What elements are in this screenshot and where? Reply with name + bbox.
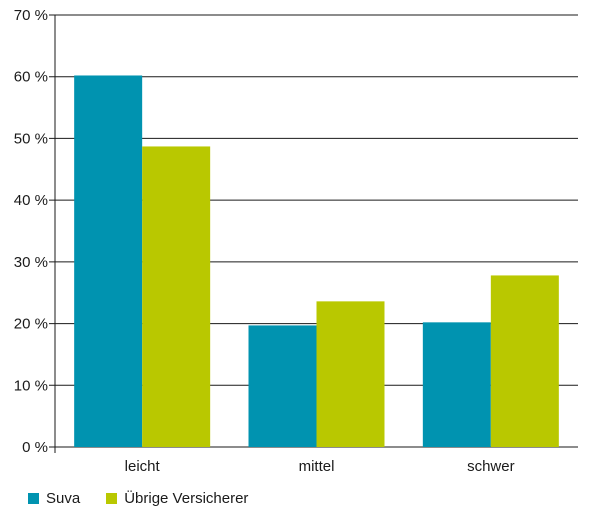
y-tick-labels: 0 % 10 % 20 % 30 % 40 % 50 % 60 % 70 % [14,7,48,456]
x-category-label-leicht: leicht [125,458,161,475]
bar-leicht-uebrige-versicherer [142,146,211,448]
y-tick-label-70: 70 % [14,7,48,24]
legend-label-suva: Suva [46,490,81,507]
bar-schwer-suva [422,322,491,447]
legend-item-suva: Suva [28,490,80,507]
x-category-labels: leicht mittel schwer [125,458,515,475]
legend-swatch-suva [28,493,39,504]
y-tick-label-0: 0 % [22,439,48,456]
y-tick-label-60: 60 % [14,69,48,86]
y-tick-label-20: 20 % [14,316,48,333]
y-tick-label-50: 50 % [14,130,48,147]
y-tick-label-40: 40 % [14,192,48,209]
bar-schwer-uebrige-versicherer [490,275,559,447]
y-tick-label-30: 30 % [14,254,48,271]
bar-chart: 0 % 10 % 20 % 30 % 40 % 50 % 60 % 70 % leicht mi… [14,7,578,475]
legend-swatch-uebrige-versicherer [106,493,118,504]
y-tick-label-10: 10 % [14,377,48,394]
bar-leicht-suva [74,75,143,447]
legend-label-uebrige-versicherer: Übrige Versicherer [124,490,249,507]
legend-item-uebrige-versicherer: Übrige Versicherer [106,490,248,507]
bar-mittel-uebrige-versicherer [316,301,385,447]
legend: Suva Übrige Versicherer [28,490,274,507]
bars [74,75,559,448]
bar-mittel-suva [248,325,317,447]
x-category-label-mittel: mittel [299,458,335,475]
x-category-label-schwer: schwer [467,458,515,475]
